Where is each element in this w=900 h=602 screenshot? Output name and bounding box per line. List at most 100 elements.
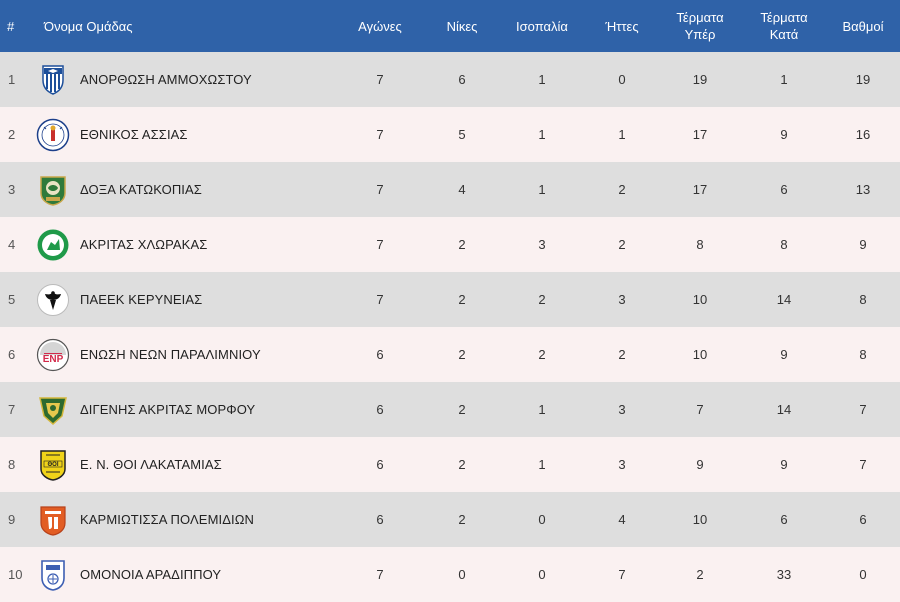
team-link[interactable]: ΠΑΕΕΚ ΚΕΡΥΝΕΙΑΣ xyxy=(36,283,334,317)
cell-losses: 2 xyxy=(618,347,626,362)
doxa-crest-icon xyxy=(36,173,70,207)
cell-played: 6 xyxy=(376,457,384,472)
table-row[interactable]: 8 ΘΟΙ Ε. Ν. ΘΟΙ ΛΑΚΑΤΑΜΙΑΣ 6 2 1 3 9 9 7 xyxy=(0,437,900,492)
header-goals-for[interactable]: Τέρματα Υπέρ xyxy=(658,0,742,52)
table-row[interactable]: 5 ΠΑΕΕΚ ΚΕΡΥΝΕΙΑΣ 7 2 2 3 10 14 8 xyxy=(0,272,900,327)
cell-goals-for: 17 xyxy=(692,182,708,197)
cell-points: 7 xyxy=(859,457,867,472)
digenis-crest-icon xyxy=(36,393,70,427)
cell-played: 7 xyxy=(376,292,384,307)
table-row[interactable]: 1 ΑΝΟΡΘΩΣΗ ΑΜΜΟΧΩΣΤΟΥ 7 6 1 0 19 1 19 xyxy=(0,52,900,107)
cell-goals-against: 14 xyxy=(776,402,792,417)
table-row[interactable]: 6 ENP ΕΝΩΣΗ ΝΕΩΝ ΠΑΡΑΛΙΜΝΙΟΥ 6 2 2 2 10 9 8 xyxy=(0,327,900,382)
team-name[interactable]: ΕΝΩΣΗ ΝΕΩΝ ΠΑΡΑΛΙΜΝΙΟΥ xyxy=(80,347,261,362)
header-draws[interactable]: Ισοπαλία xyxy=(516,18,568,34)
cell-losses: 3 xyxy=(618,292,626,307)
thoi-crest-icon: ΘΟΙ xyxy=(36,448,70,482)
cell-points: 9 xyxy=(859,237,867,252)
cell-losses: 3 xyxy=(618,457,626,472)
team-link[interactable]: ENP ΕΝΩΣΗ ΝΕΩΝ ΠΑΡΑΛΙΜΝΙΟΥ xyxy=(36,338,334,372)
cell-draws: 1 xyxy=(538,127,546,142)
header-goals-for-line2: Υπέρ xyxy=(684,27,716,42)
cell-played: 6 xyxy=(376,402,384,417)
omonoia-aradippou-crest-icon xyxy=(36,558,70,592)
table-row[interactable]: 10 ΟΜΟΝΟΙΑ ΑΡΑΔΙΠΠΟΥ 7 0 0 7 2 33 0 xyxy=(0,547,900,602)
cell-rank: 6 xyxy=(8,347,16,362)
header-points[interactable]: Βαθμοί xyxy=(842,18,884,34)
cell-goals-for: 10 xyxy=(692,292,708,307)
cell-rank: 1 xyxy=(8,72,16,87)
cell-losses: 2 xyxy=(618,182,626,197)
team-link[interactable]: ΕΘΝΙΚΟΣ ΑΣΣΙΑΣ xyxy=(36,118,334,152)
header-team[interactable]: Όνομα Ομάδας xyxy=(44,18,133,34)
cell-team[interactable]: ΔΙΓΕΝΗΣ ΑΚΡΙΤΑΣ ΜΟΡΦΟΥ xyxy=(36,382,334,437)
cell-losses: 1 xyxy=(618,127,626,142)
table-row[interactable]: 3 ΔΟΞΑ ΚΑΤΩΚΟΠΙΑΣ 7 4 1 2 17 6 13 xyxy=(0,162,900,217)
header-wins[interactable]: Νίκες xyxy=(446,18,478,34)
team-link[interactable]: ΔΙΓΕΝΗΣ ΑΚΡΙΤΑΣ ΜΟΡΦΟΥ xyxy=(36,393,334,427)
paeek-eagle-crest-icon xyxy=(36,283,70,317)
cell-rank: 7 xyxy=(8,402,16,417)
team-name[interactable]: ΚΑΡΜΙΩΤΙΣΣΑ ΠΟΛΕΜΙΔΙΩΝ xyxy=(80,512,255,527)
cell-team[interactable]: ΘΟΙ Ε. Ν. ΘΟΙ ΛΑΚΑΤΑΜΙΑΣ xyxy=(36,437,334,492)
team-link[interactable]: ΘΟΙ Ε. Ν. ΘΟΙ ΛΑΚΑΤΑΜΙΑΣ xyxy=(36,448,334,482)
table-row[interactable]: 7 ΔΙΓΕΝΗΣ ΑΚΡΙΤΑΣ ΜΟΡΦΟΥ 6 2 1 3 7 14 7 xyxy=(0,382,900,437)
cell-team[interactable]: ΑΝΟΡΘΩΣΗ ΑΜΜΟΧΩΣΤΟΥ xyxy=(36,52,334,107)
cell-losses: 3 xyxy=(618,402,626,417)
cell-wins: 0 xyxy=(458,567,466,582)
header-rank[interactable]: # xyxy=(7,18,15,34)
cell-losses: 7 xyxy=(618,567,626,582)
cell-goals-against: 9 xyxy=(780,127,788,142)
team-name[interactable]: ΔΟΞΑ ΚΑΤΩΚΟΠΙΑΣ xyxy=(80,182,202,197)
cell-played: 7 xyxy=(376,182,384,197)
cell-team[interactable]: ΚΑΡΜΙΩΤΙΣΣΑ ΠΟΛΕΜΙΔΙΩΝ xyxy=(36,492,334,547)
team-name[interactable]: ΑΝΟΡΘΩΣΗ ΑΜΜΟΧΩΣΤΟΥ xyxy=(80,72,252,87)
cell-points: 8 xyxy=(859,347,867,362)
cell-points: 8 xyxy=(859,292,867,307)
cell-points: 13 xyxy=(855,182,871,197)
cell-draws: 1 xyxy=(538,72,546,87)
cell-wins: 5 xyxy=(458,127,466,142)
team-link[interactable]: ΑΝΟΡΘΩΣΗ ΑΜΜΟΧΩΣΤΟΥ xyxy=(36,63,334,97)
team-link[interactable]: ΟΜΟΝΟΙΑ ΑΡΑΔΙΠΠΟΥ xyxy=(36,558,334,592)
header-played[interactable]: Αγώνες xyxy=(358,18,402,34)
team-name[interactable]: Ε. Ν. ΘΟΙ ΛΑΚΑΤΑΜΙΑΣ xyxy=(80,457,222,472)
table-row[interactable]: 4 ΑΚΡΙΤΑΣ ΧΛΩΡΑΚΑΣ 7 2 3 2 8 8 9 xyxy=(0,217,900,272)
team-name[interactable]: ΑΚΡΙΤΑΣ ΧΛΩΡΑΚΑΣ xyxy=(80,237,208,252)
cell-goals-against: 9 xyxy=(780,347,788,362)
table-row[interactable]: 2 ΕΘΝΙΚΟΣ ΑΣΣΙΑΣ 7 5 1 1 17 9 16 xyxy=(0,107,900,162)
cell-goals-against: 33 xyxy=(776,567,792,582)
team-link[interactable]: ΑΚΡΙΤΑΣ ΧΛΩΡΑΚΑΣ xyxy=(36,228,334,262)
header-goals-against[interactable]: Τέρματα Κατά xyxy=(742,0,826,52)
cell-team[interactable]: ΠΑΕΕΚ ΚΕΡΥΝΕΙΑΣ xyxy=(36,272,334,327)
cell-team[interactable]: ENP ΕΝΩΣΗ ΝΕΩΝ ΠΑΡΑΛΙΜΝΙΟΥ xyxy=(36,327,334,382)
cell-goals-for: 9 xyxy=(696,457,704,472)
cell-wins: 2 xyxy=(458,457,466,472)
cell-rank: 10 xyxy=(8,567,23,582)
header-losses[interactable]: Ήττες xyxy=(605,18,639,34)
cell-team[interactable]: ΑΚΡΙΤΑΣ ΧΛΩΡΑΚΑΣ xyxy=(36,217,334,272)
cell-team[interactable]: ΟΜΟΝΟΙΑ ΑΡΑΔΙΠΠΟΥ xyxy=(36,547,334,602)
team-link[interactable]: ΔΟΞΑ ΚΑΤΩΚΟΠΙΑΣ xyxy=(36,173,334,207)
svg-text:ΘΟΙ: ΘΟΙ xyxy=(47,462,58,468)
table-row[interactable]: 9 ΚΑΡΜΙΩΤΙΣΣΑ ΠΟΛΕΜΙΔΙΩΝ 6 2 0 4 10 6 6 xyxy=(0,492,900,547)
cell-played: 7 xyxy=(376,237,384,252)
cell-draws: 3 xyxy=(538,237,546,252)
team-name[interactable]: ΟΜΟΝΟΙΑ ΑΡΑΔΙΠΠΟΥ xyxy=(80,567,222,582)
cell-played: 7 xyxy=(376,127,384,142)
team-name[interactable]: ΔΙΓΕΝΗΣ ΑΚΡΙΤΑΣ ΜΟΡΦΟΥ xyxy=(80,402,256,417)
cell-draws: 1 xyxy=(538,182,546,197)
cell-points: 19 xyxy=(855,72,871,87)
team-link[interactable]: ΚΑΡΜΙΩΤΙΣΣΑ ΠΟΛΕΜΙΔΙΩΝ xyxy=(36,503,334,537)
cell-team[interactable]: ΕΘΝΙΚΟΣ ΑΣΣΙΑΣ xyxy=(36,107,334,162)
cell-wins: 4 xyxy=(458,182,466,197)
team-name[interactable]: ΕΘΝΙΚΟΣ ΑΣΣΙΑΣ xyxy=(80,127,188,142)
cell-team[interactable]: ΔΟΞΑ ΚΑΤΩΚΟΠΙΑΣ xyxy=(36,162,334,217)
enp-crest-icon: ENP xyxy=(36,338,70,372)
cell-draws: 2 xyxy=(538,347,546,362)
cell-rank: 2 xyxy=(8,127,16,142)
cell-goals-against: 6 xyxy=(780,182,788,197)
team-name[interactable]: ΠΑΕΕΚ ΚΕΡΥΝΕΙΑΣ xyxy=(80,292,203,307)
cell-draws: 1 xyxy=(538,402,546,417)
cell-draws: 0 xyxy=(538,512,546,527)
